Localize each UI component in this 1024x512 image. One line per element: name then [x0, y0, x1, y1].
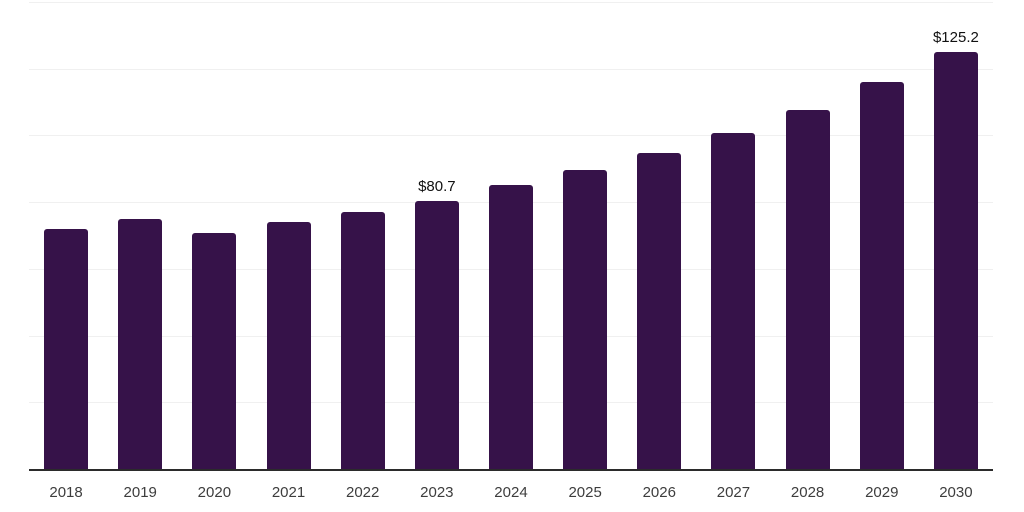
- value-label-2030: $125.2: [932, 29, 979, 47]
- x-tick-label-2028: 2028: [790, 484, 825, 501]
- x-tick-label-2018: 2018: [49, 484, 83, 501]
- x-tick-label-2019: 2019: [123, 484, 157, 501]
- gridline: [29, 68, 993, 70]
- x-tick-label-2022: 2022: [345, 484, 380, 501]
- plot-area: $80.7 $125.2: [29, 0, 993, 471]
- x-tick-label-2026: 2026: [642, 484, 676, 501]
- x-tick-label-2029: 2029: [865, 484, 899, 501]
- bar-2028: [785, 110, 830, 470]
- value-label-2023: $80.7: [418, 177, 456, 195]
- x-axis-line: [29, 469, 993, 471]
- bar-2020: [192, 232, 237, 470]
- bar-2029: [859, 82, 904, 470]
- bar-2030: [933, 52, 978, 470]
- x-tick-label-2021: 2021: [271, 484, 306, 501]
- bar-2023: [414, 200, 459, 470]
- x-tick-label-2027: 2027: [716, 484, 751, 501]
- bar-2026: [637, 152, 682, 470]
- bar-2021: [266, 222, 311, 470]
- x-tick-label-2023: 2023: [420, 484, 454, 501]
- gridline: [29, 2, 993, 3]
- bar-2022: [340, 211, 385, 470]
- x-tick-label-2030: 2030: [939, 484, 973, 501]
- bar-2027: [711, 133, 756, 470]
- x-tick-label-2020: 2020: [197, 484, 232, 501]
- bar-2018: [44, 228, 89, 470]
- x-tick-label-2025: 2025: [568, 484, 602, 501]
- x-tick-label-2024: 2024: [494, 484, 528, 501]
- bar-2024: [489, 185, 533, 470]
- gridline: [29, 135, 993, 137]
- bar-2025: [563, 170, 608, 470]
- bar-2019: [118, 218, 163, 470]
